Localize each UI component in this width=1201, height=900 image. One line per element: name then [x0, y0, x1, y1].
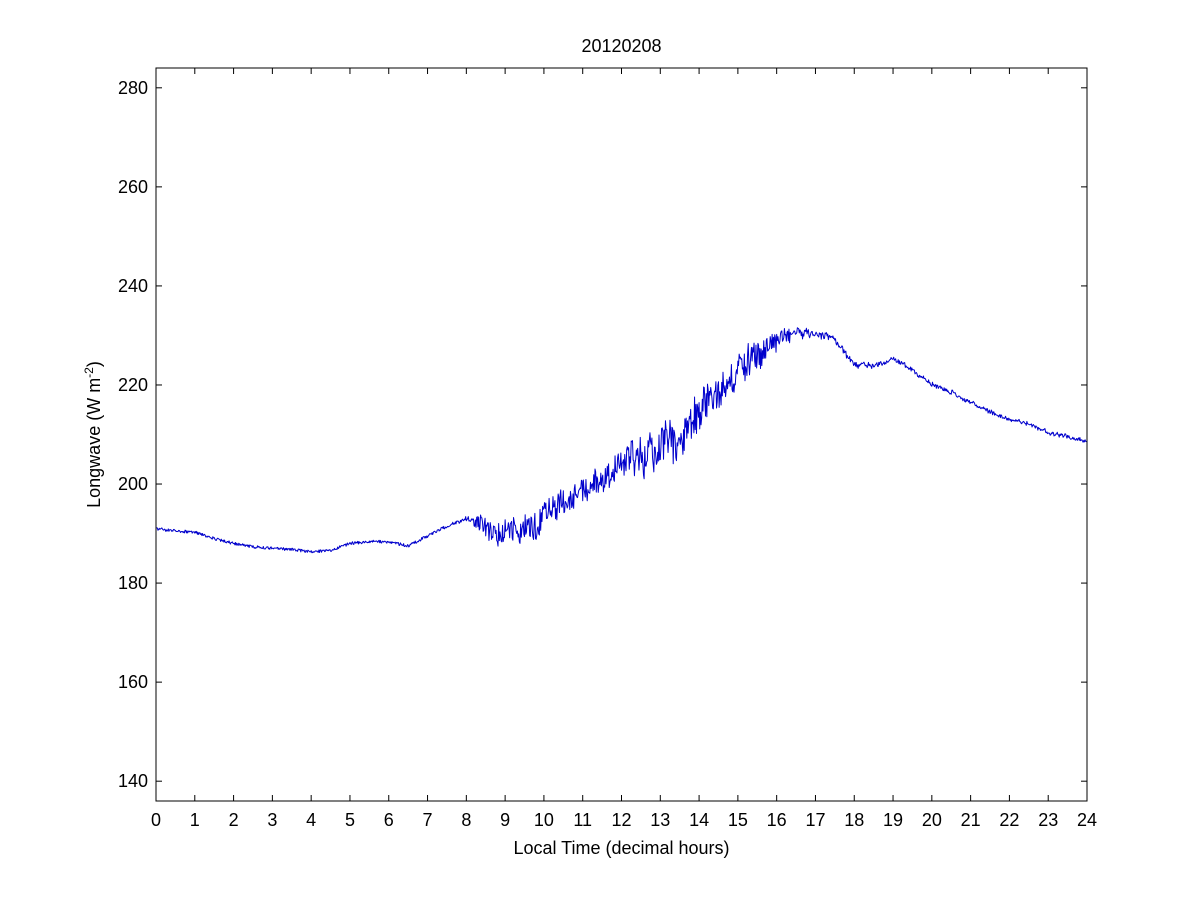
x-tick-label: 4: [306, 810, 316, 830]
x-tick-label: 20: [922, 810, 942, 830]
x-tick-label: 3: [267, 810, 277, 830]
series-layer: [155, 327, 1088, 554]
x-tick-label: 2: [229, 810, 239, 830]
x-tick-label: 21: [961, 810, 981, 830]
x-tick-label: 24: [1077, 810, 1097, 830]
x-tick-label: 16: [767, 810, 787, 830]
x-tick-label: 15: [728, 810, 748, 830]
x-tick-label: 9: [500, 810, 510, 830]
y-tick-label: 140: [118, 771, 148, 791]
y-tick-label: 160: [118, 672, 148, 692]
x-tick-label: 22: [999, 810, 1019, 830]
y-tick-label: 200: [118, 474, 148, 494]
x-tick-label: 17: [805, 810, 825, 830]
x-tick-label: 18: [844, 810, 864, 830]
x-tick-label: 12: [611, 810, 631, 830]
x-tick-label: 7: [423, 810, 433, 830]
x-tick-label: 23: [1038, 810, 1058, 830]
x-tick-label: 11: [573, 810, 592, 830]
x-tick-label: 1: [190, 810, 200, 830]
y-axis-label-superscript: -2: [82, 367, 96, 378]
chart-title: 20120208: [581, 36, 661, 56]
y-tick-label: 240: [118, 276, 148, 296]
ticks-layer: 0 1 2 3 4 5 6 7 8 9 10 11 12 13 14 15 16 17 18 19 20 21 22 23 24…: [118, 68, 1097, 830]
plot-frame: [155, 67, 1088, 802]
y-tick-label: 180: [118, 573, 148, 593]
x-axis-label: Local Time (decimal hours): [513, 838, 729, 858]
y-tick-label: 260: [118, 177, 148, 197]
series-line: [155, 327, 1088, 554]
y-axis-label-close: ): [84, 361, 104, 367]
y-axis-label-base: Longwave (W m: [84, 378, 104, 508]
x-tick-label: 13: [650, 810, 670, 830]
y-axis-label: Longwave (W m-2): [82, 361, 104, 508]
x-tick-label: 0: [151, 810, 161, 830]
x-tick-label: 5: [345, 810, 355, 830]
x-tick-label: 19: [883, 810, 903, 830]
x-tick-label: 6: [384, 810, 394, 830]
x-tick-label: 10: [534, 810, 554, 830]
y-tick-label: 280: [118, 78, 148, 98]
x-tick-label: 8: [461, 810, 471, 830]
y-tick-label: 220: [118, 375, 148, 395]
x-tick-label: 14: [689, 810, 709, 830]
